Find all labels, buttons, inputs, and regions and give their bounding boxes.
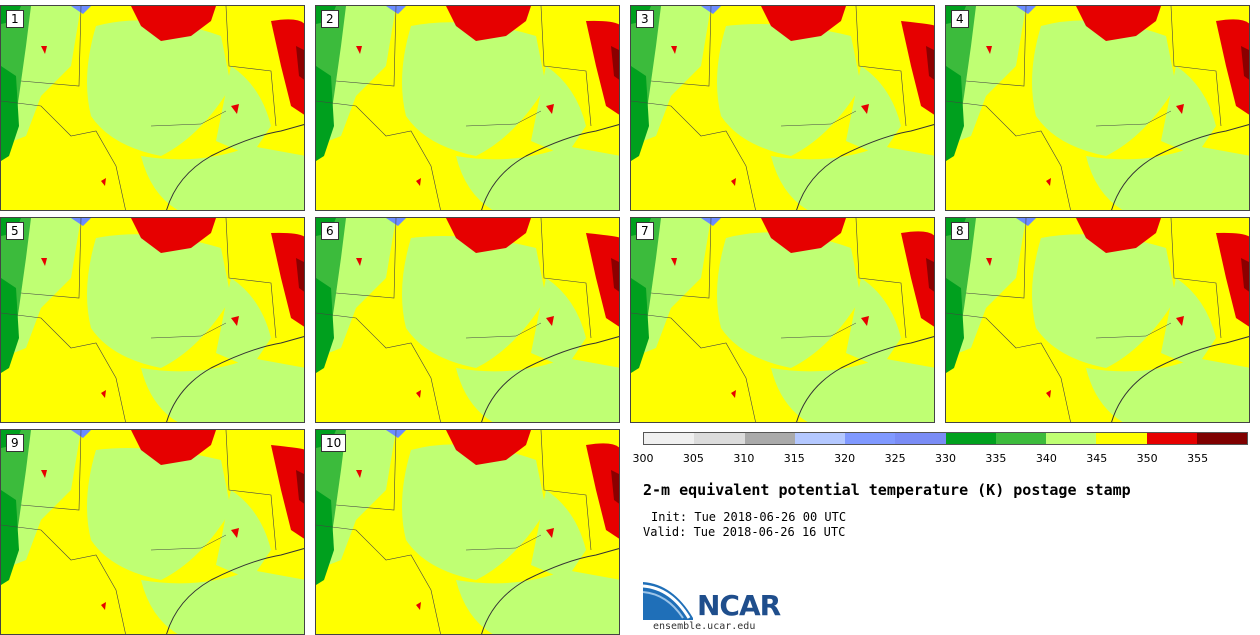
- map-image: [946, 218, 1249, 422]
- member-label: 8: [951, 222, 969, 240]
- ncar-logo-icon: [643, 582, 693, 620]
- member-label: 10: [321, 434, 347, 452]
- colorbar-swatch: [1196, 433, 1247, 444]
- colorbar-tick-label: 350: [1136, 452, 1158, 465]
- colorbar-swatch: [1046, 433, 1097, 444]
- colorbar-swatch: [694, 433, 745, 444]
- member-label: 7: [636, 222, 654, 240]
- init-time: Init: Tue 2018-06-26 00 UTC: [651, 510, 847, 524]
- member-label: 9: [6, 434, 24, 452]
- member-map-panel: 4: [945, 5, 1250, 211]
- map-image: [1, 6, 304, 210]
- map-image: [316, 6, 619, 210]
- valid-time: Valid: Tue 2018-06-26 16 UTC: [643, 525, 846, 539]
- member-label: 5: [6, 222, 24, 240]
- map-image: [316, 218, 619, 422]
- member-map-panel: 10: [315, 429, 620, 635]
- member-label: 3: [636, 10, 654, 28]
- colorbar-tick-label: 355: [1187, 452, 1209, 465]
- member-map-panel: 6: [315, 217, 620, 423]
- map-image: [631, 218, 934, 422]
- colorbar-swatch: [845, 433, 896, 444]
- colorbar-tick-label: 300: [632, 452, 654, 465]
- colorbar-tick-label: 335: [985, 452, 1007, 465]
- colorbar-swatch: [794, 433, 845, 444]
- colorbar-swatch: [995, 433, 1046, 444]
- colorbar-tick-label: 310: [733, 452, 755, 465]
- map-image: [1, 218, 304, 422]
- colorbar-swatch: [895, 433, 946, 444]
- colorbar-tick-label: 345: [1086, 452, 1108, 465]
- member-label: 4: [951, 10, 969, 28]
- member-label: 6: [321, 222, 339, 240]
- colorbar-tick-label: 330: [935, 452, 956, 465]
- member-map-panel: 2: [315, 5, 620, 211]
- colorbar-swatch: [1096, 433, 1147, 444]
- member-map-panel: 9: [0, 429, 305, 635]
- map-image: [1, 430, 304, 634]
- member-map-panel: 3: [630, 5, 935, 211]
- member-label: 1: [6, 10, 24, 28]
- colorbar: [643, 432, 1248, 445]
- colorbar-tick-label: 305: [682, 452, 704, 465]
- member-map-panel: 8: [945, 217, 1250, 423]
- member-map-panel: 5: [0, 217, 305, 423]
- member-map-panel: 1: [0, 5, 305, 211]
- figure-title: 2-m equivalent potential temperature (K)…: [643, 481, 1131, 499]
- colorbar-tick-label: 320: [834, 452, 856, 465]
- ensemble-url[interactable]: ensemble.ucar.edu: [653, 621, 756, 632]
- colorbar-tick-label: 315: [783, 452, 805, 465]
- member-label: 2: [321, 10, 339, 28]
- colorbar-swatch: [945, 433, 996, 444]
- map-image: [631, 6, 934, 210]
- colorbar-swatch: [744, 433, 795, 444]
- colorbar-swatch: [1146, 433, 1197, 444]
- colorbar-swatch: [644, 433, 695, 444]
- ncar-logo-text: NCAR: [697, 589, 781, 622]
- map-image: [316, 430, 619, 634]
- colorbar-tick-label: 325: [884, 452, 906, 465]
- member-map-panel: 7: [630, 217, 935, 423]
- colorbar-tick-label: 340: [1035, 452, 1057, 465]
- map-image: [946, 6, 1249, 210]
